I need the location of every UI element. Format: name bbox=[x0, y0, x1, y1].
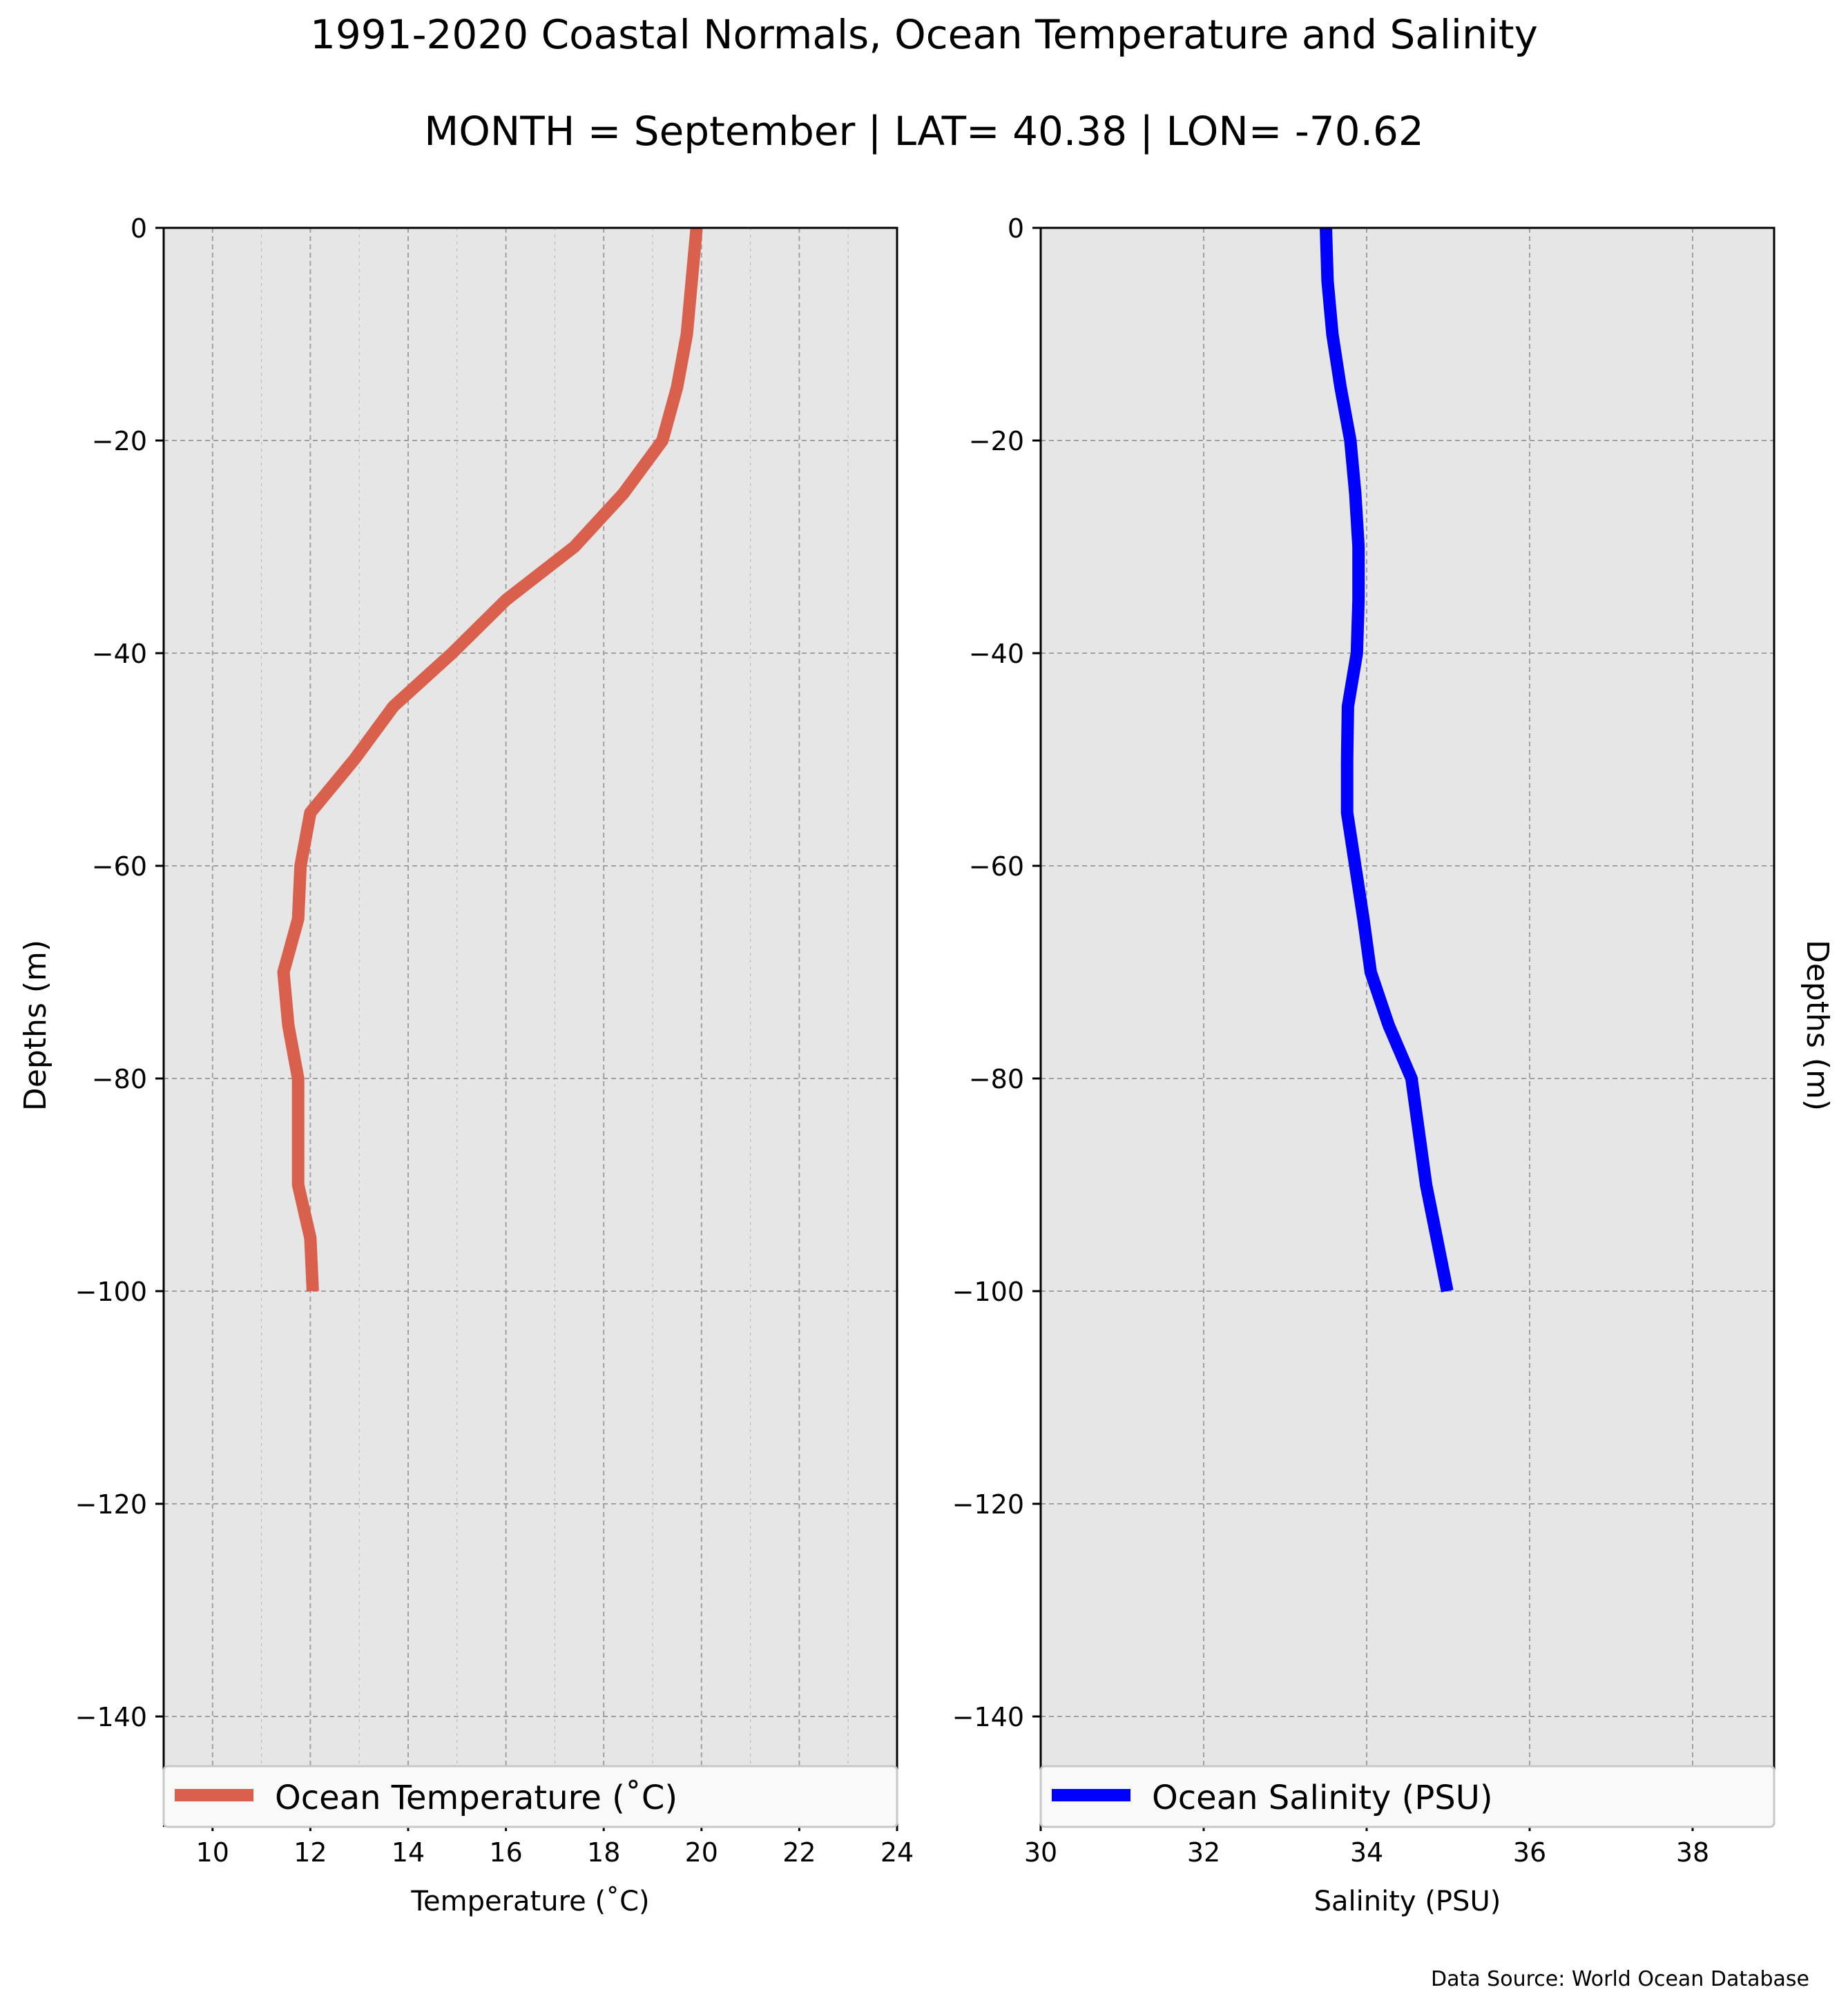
temperature-y-tick-label: −20 bbox=[92, 426, 147, 456]
salinity-y-tick-label: −120 bbox=[952, 1489, 1024, 1520]
salinity-y-tick-label: 0 bbox=[1008, 213, 1024, 244]
temperature-x-tick-label: 10 bbox=[196, 1837, 229, 1868]
salinity-line bbox=[1320, 227, 1454, 1293]
temperature-y-tick-label: −120 bbox=[75, 1489, 147, 1520]
salinity-x-tick-label: 36 bbox=[1513, 1837, 1546, 1868]
salinity-y-tick-label: −100 bbox=[952, 1277, 1024, 1307]
salinity-y-tick-label: −140 bbox=[952, 1702, 1024, 1732]
temperature-x-tick-label: 24 bbox=[880, 1837, 914, 1868]
temperature-x-tick-label: 12 bbox=[293, 1837, 327, 1868]
temperature-line bbox=[277, 227, 703, 1292]
temperature-y-ticks: 0 −20 −40 −60 −80 −100 −120 −140 bbox=[75, 213, 164, 1732]
salinity-y-tick-label: −60 bbox=[969, 851, 1024, 882]
salinity-y-tick-label: −40 bbox=[969, 639, 1024, 669]
temperature-panel: 0 −20 −40 −60 −80 −100 −120 −140 10 12 14 16 18 20 22… bbox=[18, 213, 914, 1917]
temperature-x-tick-label: 18 bbox=[587, 1837, 620, 1868]
salinity-x-tick-label: 38 bbox=[1676, 1837, 1709, 1868]
temperature-y-tick-label: −140 bbox=[75, 1702, 147, 1732]
chart-title: 1991-2020 Coastal Normals, Ocean Tempera… bbox=[310, 11, 1538, 58]
salinity-legend-box bbox=[1039, 1765, 1775, 1828]
salinity-legend: Ocean Salinity (PSU) bbox=[1039, 1765, 1775, 1828]
data-source-note: Data Source: World Ocean Database bbox=[1431, 1967, 1809, 1991]
temperature-plot-area bbox=[164, 228, 897, 1823]
temperature-legend-label: Ocean Temperature (˚C) bbox=[275, 1779, 677, 1817]
salinity-panel: 0 −20 −40 −60 −80 −100 −120 −140 30 32 34 36 38 Oce… bbox=[952, 213, 1835, 1917]
temperature-y-tick-label: −100 bbox=[75, 1277, 147, 1307]
temperature-legend: Ocean Temperature (˚C) bbox=[162, 1765, 898, 1828]
salinity-y-ticks: 0 −20 −40 −60 −80 −100 −120 −140 bbox=[952, 213, 1041, 1732]
temperature-y-tick-label: −60 bbox=[92, 851, 147, 882]
temperature-y-axis-label: Depths (m) bbox=[18, 940, 53, 1111]
salinity-x-tick-label: 32 bbox=[1187, 1837, 1220, 1868]
temperature-grid bbox=[164, 228, 897, 1823]
temperature-x-tick-label: 20 bbox=[685, 1837, 718, 1868]
salinity-x-tick-label: 34 bbox=[1350, 1837, 1383, 1868]
salinity-x-tick-label: 30 bbox=[1024, 1837, 1057, 1868]
salinity-grid bbox=[1041, 228, 1774, 1823]
salinity-legend-label: Ocean Salinity (PSU) bbox=[1152, 1779, 1493, 1817]
temperature-x-tick-label: 16 bbox=[489, 1837, 522, 1868]
salinity-x-ticks: 30 32 34 36 38 bbox=[1024, 1823, 1709, 1868]
temperature-x-axis-label: Temperature (˚C) bbox=[410, 1886, 649, 1917]
temperature-y-tick-label: −80 bbox=[92, 1064, 147, 1094]
temperature-y-tick-label: −40 bbox=[92, 639, 147, 669]
chart-subtitle: MONTH = September | LAT= 40.38 | LON= -7… bbox=[424, 108, 1424, 155]
salinity-plot-area bbox=[1041, 228, 1774, 1823]
salinity-y-axis-label: Depths (m) bbox=[1800, 940, 1835, 1111]
temperature-x-tick-label: 22 bbox=[782, 1837, 816, 1868]
temperature-legend-box bbox=[162, 1765, 898, 1828]
salinity-y-tick-label: −20 bbox=[969, 426, 1024, 456]
temperature-x-ticks: 10 12 14 16 18 20 22 24 bbox=[163, 1823, 914, 1868]
temperature-x-tick-label: 14 bbox=[392, 1837, 425, 1868]
salinity-x-axis-label: Salinity (PSU) bbox=[1314, 1886, 1501, 1917]
salinity-y-tick-label: −80 bbox=[969, 1064, 1024, 1094]
temperature-y-tick-label: 0 bbox=[131, 213, 147, 244]
